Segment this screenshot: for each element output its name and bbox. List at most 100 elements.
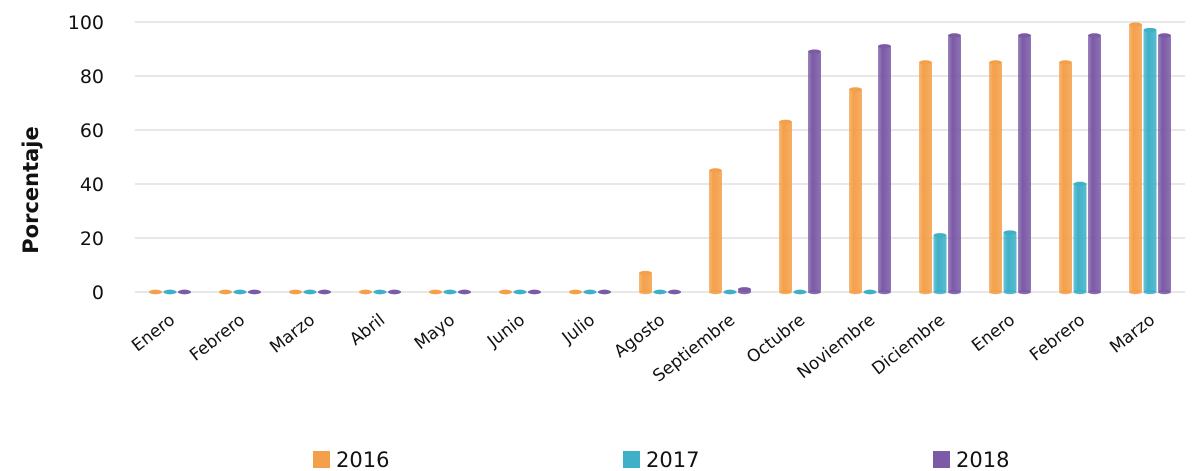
bar-base	[359, 289, 372, 295]
bar-cap	[948, 33, 961, 38]
bar-base	[1158, 289, 1171, 295]
bar-cap	[1059, 60, 1072, 65]
x-tick-label: Mayo	[411, 310, 459, 354]
bar-2016-7	[639, 273, 652, 292]
bar-base	[878, 289, 891, 295]
bar-base	[849, 289, 862, 295]
bar-base	[149, 289, 162, 295]
bar-2017-11	[933, 235, 947, 292]
bar-2018-14	[1158, 35, 1171, 292]
bar-base	[569, 289, 582, 295]
bar-cap	[933, 233, 947, 238]
bar-cap	[808, 49, 821, 54]
y-tick-label: 80	[80, 66, 104, 88]
bar-base	[289, 289, 302, 295]
bar-2017-12	[1003, 232, 1017, 292]
bar-base	[779, 289, 792, 295]
bar-base	[668, 289, 681, 295]
bar-cap	[1129, 22, 1142, 27]
legend-label: 2017	[646, 448, 699, 471]
bar-base	[723, 289, 737, 295]
bar-base	[989, 289, 1002, 295]
bar-base	[863, 289, 877, 295]
bar-2016-11	[919, 62, 932, 292]
bar-cap	[709, 168, 722, 173]
y-tick-label: 60	[80, 120, 104, 142]
y-tick-label: 100	[68, 12, 104, 34]
bar-base	[793, 289, 807, 295]
legend-swatch	[313, 451, 330, 468]
x-tick-label: Febrero	[1026, 310, 1089, 365]
bar-2018-11	[948, 35, 961, 292]
y-axis-title: Porcentaje	[19, 126, 43, 253]
bar-2017-14	[1143, 30, 1157, 292]
x-tick-label: Febrero	[186, 310, 249, 365]
bar-cap	[1018, 33, 1031, 38]
bar-base	[373, 289, 387, 295]
bar-base	[248, 289, 261, 295]
bar-2018-12	[1018, 35, 1031, 292]
bar-2016-10	[849, 89, 862, 292]
bar-2016-8	[709, 170, 722, 292]
y-tick-label: 40	[80, 174, 104, 196]
bar-base	[178, 289, 191, 295]
bar-base	[1143, 289, 1157, 295]
x-tick-label: Noviembre	[794, 310, 879, 383]
bar-2018-10	[878, 46, 891, 292]
bar-base	[653, 289, 667, 295]
bar-base	[303, 289, 317, 295]
legend-label: 2018	[956, 448, 1009, 471]
x-tick-label: Agosto	[610, 310, 669, 362]
bars	[149, 22, 1171, 295]
y-tick-label: 20	[80, 228, 104, 250]
bar-base	[738, 289, 751, 295]
bar-base	[1088, 289, 1101, 295]
bar-2018-9	[808, 51, 821, 293]
bar-base	[219, 289, 232, 295]
bar-base	[458, 289, 471, 295]
bar-base	[499, 289, 512, 295]
bar-cap	[849, 87, 862, 92]
bar-2016-12	[989, 62, 1002, 292]
bar-base	[1059, 289, 1072, 295]
bar-cap	[878, 44, 891, 49]
bar-cap	[1158, 33, 1171, 38]
x-tick-label: Enero	[968, 310, 1019, 356]
bar-base	[1129, 289, 1142, 295]
bar-2016-9	[779, 121, 792, 293]
y-axis-ticks: 0 20 40 60 80 100	[68, 12, 104, 304]
legend-swatch	[933, 451, 950, 468]
bar-2016-13	[1059, 62, 1072, 292]
bar-base	[919, 289, 932, 295]
x-tick-label: Abril	[346, 310, 389, 350]
x-tick-label: Diciembre	[868, 310, 949, 379]
bar-base	[528, 289, 541, 295]
bar-base	[639, 289, 652, 295]
bar-base	[583, 289, 597, 295]
bar-base	[388, 289, 401, 295]
legend-swatch	[623, 451, 640, 468]
bar-2018-13	[1088, 35, 1101, 292]
bar-2017-13	[1073, 184, 1087, 292]
x-tick-label: Octubre	[743, 310, 809, 368]
bar-2016-14	[1129, 24, 1142, 292]
x-axis-ticks: Enero Febrero Marzo Abril Mayo Junio Julio Agos…	[128, 310, 1159, 386]
x-tick-label: Junio	[483, 310, 529, 352]
bar-base	[933, 289, 947, 295]
x-tick-label: Marzo	[1106, 310, 1159, 357]
bar-base	[1003, 289, 1017, 295]
bar-base	[513, 289, 527, 295]
bar-base	[443, 289, 457, 295]
bar-base	[598, 289, 611, 295]
bar-cap	[639, 270, 652, 276]
bar-cap	[1088, 33, 1101, 38]
y-tick-label: 0	[92, 282, 104, 304]
bar-base	[163, 289, 177, 295]
x-tick-label: Enero	[128, 310, 179, 356]
bar-base	[709, 289, 722, 295]
bar-base	[948, 289, 961, 295]
legend-label: 2016	[336, 448, 389, 471]
bar-cap	[919, 60, 932, 65]
